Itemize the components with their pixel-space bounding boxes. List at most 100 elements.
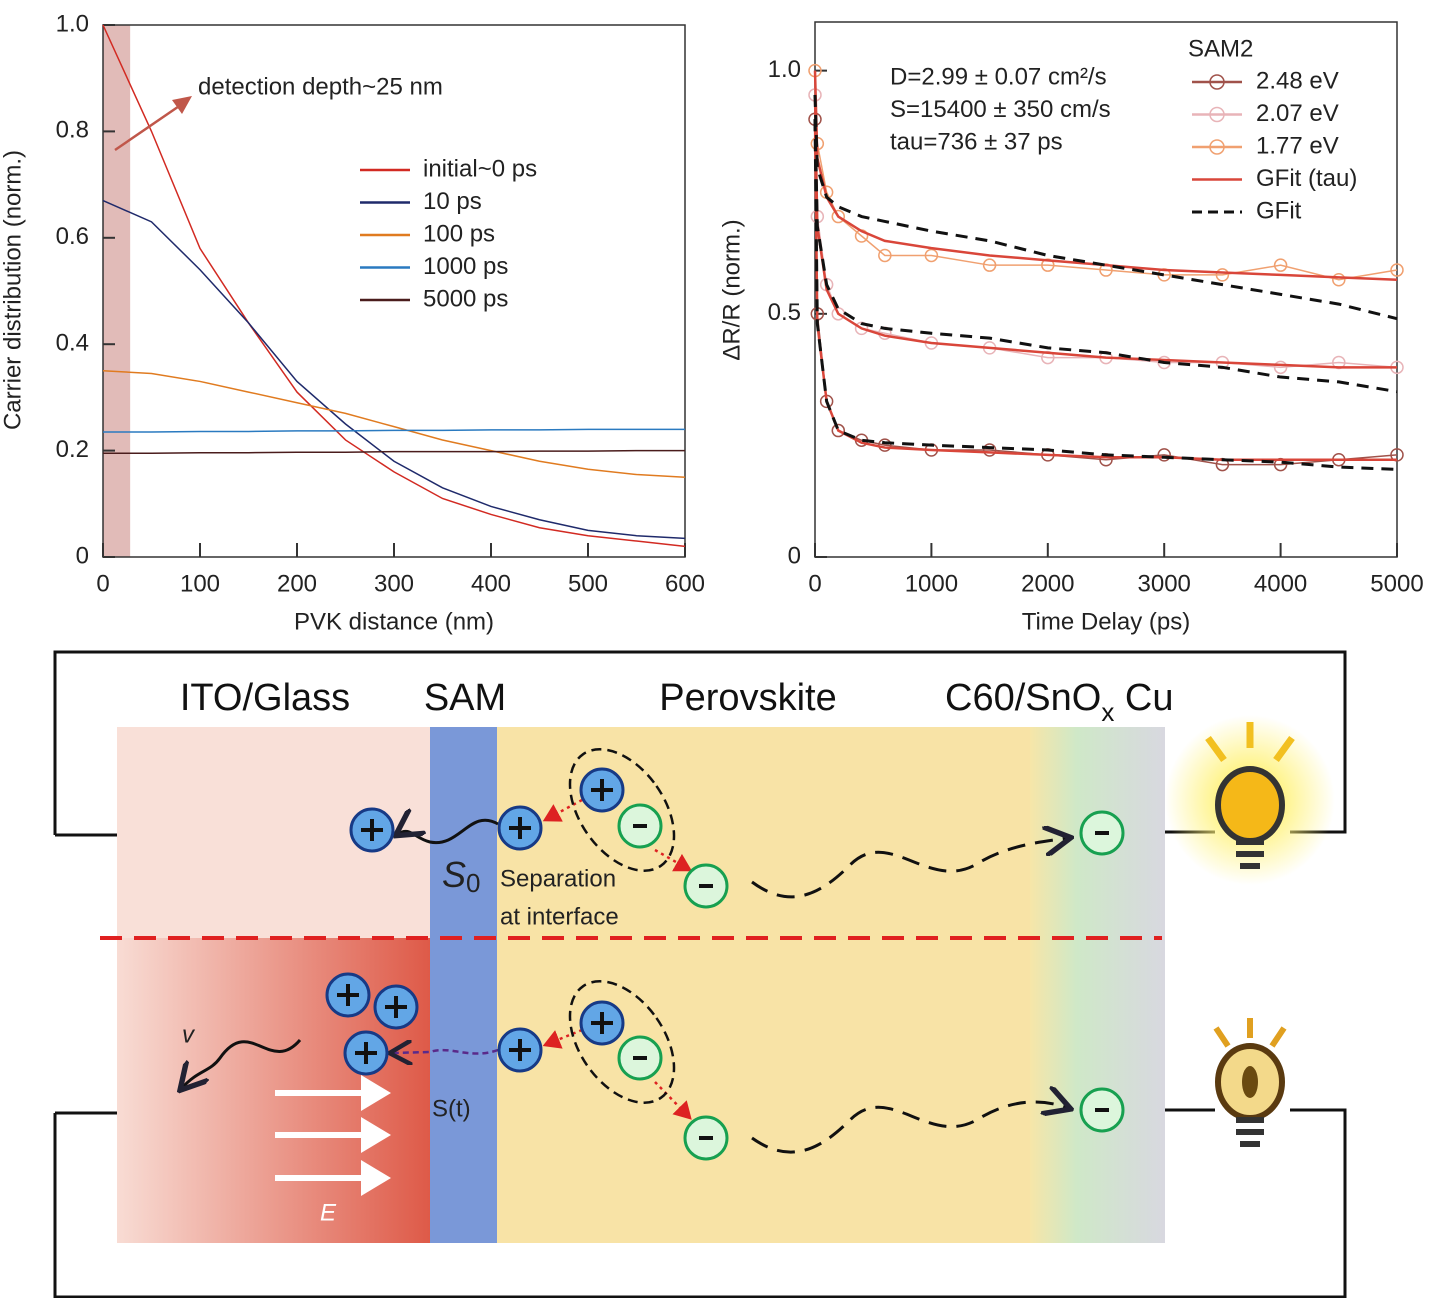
layer-label: C60/SnOx Cu <box>945 677 1173 727</box>
y-tick-label: 1.0 <box>56 10 89 37</box>
x-tick-label: 0 <box>808 570 821 597</box>
y-tick-label: 0 <box>76 542 89 569</box>
perovskite-layer <box>497 727 1030 1243</box>
legend-label: GFit (tau) <box>1256 165 1357 192</box>
y-tick-label: 0.6 <box>56 223 89 250</box>
data-point <box>924 248 939 263</box>
x-axis-label: Time Delay (ps) <box>1022 608 1190 635</box>
label-after: Cu <box>1114 677 1173 719</box>
field-arrows <box>275 1075 391 1196</box>
x-tick-label: 3000 <box>1138 570 1191 597</box>
separation-arrows <box>542 798 693 1120</box>
data-point <box>831 209 846 224</box>
data-point <box>831 423 846 438</box>
x-tick-label: 1000 <box>905 570 958 597</box>
y-axis-label: Carrier distribution (norm.) <box>0 150 26 430</box>
y-tick-label: 1.0 <box>768 56 801 83</box>
v-label: v <box>182 1021 196 1048</box>
annotation-arrow <box>114 98 189 152</box>
legend-marker <box>1209 139 1225 155</box>
st-label: S(t) <box>432 1095 471 1122</box>
legend-label: GFit <box>1256 197 1302 224</box>
x-tick-label: 500 <box>568 570 608 597</box>
annotation: S=15400 ± 350 cm/s <box>890 96 1111 123</box>
legend-label: 2.48 eV <box>1256 67 1339 94</box>
data-point <box>1273 258 1288 272</box>
series-line <box>813 119 1398 471</box>
data-point <box>878 248 892 263</box>
x-axis-label: PVK distance (nm) <box>294 608 494 635</box>
series-line <box>813 94 1398 321</box>
y-tick-label: 0.8 <box>56 117 89 144</box>
detection-band <box>103 25 131 557</box>
annotation: tau=736 ± 37 ps <box>890 128 1063 155</box>
layer-label: ITO/Glass <box>180 677 350 719</box>
annotation-arrowhead <box>172 96 192 114</box>
data-point <box>1157 448 1171 462</box>
x-tick-label: 4000 <box>1254 570 1307 597</box>
annotation: detection depth~25 nm <box>198 73 443 100</box>
x-tick-label: 5000 <box>1370 570 1423 597</box>
data-point <box>982 443 997 457</box>
diagram: ITO/Glass SAM Perovskite C60/SnOx Cu S0 … <box>53 650 1347 1298</box>
series-line <box>813 119 1397 461</box>
y-tick-label: 0 <box>788 542 801 569</box>
legend-label: initial~0 ps <box>423 155 537 182</box>
separation-label: Separation <box>500 865 616 892</box>
plus-sign <box>509 817 531 839</box>
layer-label: Perovskite <box>659 677 836 719</box>
plus-sign <box>355 1042 377 1064</box>
series-line <box>813 94 1397 369</box>
plot-frame <box>814 21 1398 558</box>
data-point <box>1332 273 1346 287</box>
series-line <box>102 199 686 540</box>
x-tick-label: 300 <box>374 570 414 597</box>
hole-transfer <box>392 1050 499 1054</box>
x-tick-label: 400 <box>471 570 511 597</box>
e-label: E <box>320 1199 337 1226</box>
legend-label: 1.77 eV <box>1256 132 1339 159</box>
series-line <box>102 24 686 548</box>
x-tick-label: 0 <box>96 570 109 597</box>
bulb-on <box>1205 722 1295 869</box>
s0-label: S0 <box>442 854 480 898</box>
label-sub: x <box>1101 697 1114 727</box>
hole-transfer <box>398 820 499 845</box>
exciton <box>568 748 676 872</box>
series-line <box>102 370 686 478</box>
annotation: D=2.99 ± 0.07 cm²/s <box>890 63 1107 90</box>
plot-frame <box>102 24 686 558</box>
legend-marker <box>1209 74 1225 90</box>
y-tick-label: 0.5 <box>768 299 801 326</box>
legend-label: 2.07 eV <box>1256 100 1339 127</box>
data-point <box>1390 263 1404 277</box>
legend-label: 5000 ps <box>423 285 508 312</box>
electron-path <box>751 838 1068 899</box>
plus-sign <box>509 1039 531 1061</box>
sam-layer <box>430 727 497 1243</box>
y-tick-label: 0.4 <box>56 330 89 357</box>
y-tick-label: 0.2 <box>56 436 89 463</box>
legend-label: 10 ps <box>423 188 482 215</box>
legend-marker <box>1209 106 1225 123</box>
label-sub: 0 <box>466 868 480 898</box>
plus-sign <box>385 996 407 1018</box>
layer-label: SAM <box>424 677 506 719</box>
data-point <box>1273 360 1288 375</box>
x-tick-label: 200 <box>277 570 317 597</box>
electron-path <box>751 1102 1068 1154</box>
series-line <box>103 449 685 455</box>
legend-label: 100 ps <box>423 220 495 247</box>
label-main: C60/SnO <box>945 677 1101 719</box>
y-axis-label: ΔR/R (norm.) <box>718 219 745 360</box>
plus-sign <box>591 1012 613 1034</box>
x-tick-label: 100 <box>180 570 220 597</box>
series-line <box>103 428 685 433</box>
data-point <box>982 258 997 272</box>
legend-label: 1000 ps <box>423 253 508 280</box>
x-tick-label: 600 <box>665 570 705 597</box>
x-tick-label: 2000 <box>1021 570 1074 597</box>
legend-title: SAM2 <box>1188 35 1253 62</box>
separation-label: at interface <box>500 903 619 930</box>
